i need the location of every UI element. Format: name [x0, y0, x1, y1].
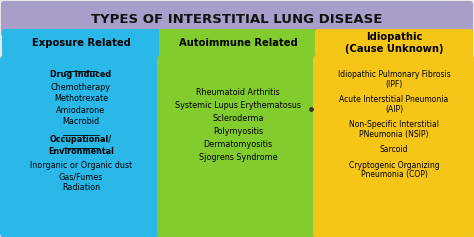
FancyBboxPatch shape [157, 55, 319, 237]
Text: Sarcoid: Sarcoid [380, 145, 408, 154]
Text: Gas/Fumes: Gas/Fumes [59, 172, 103, 181]
Text: Pneumonia (COP): Pneumonia (COP) [361, 170, 428, 179]
Text: Methotrexate: Methotrexate [54, 94, 108, 103]
Text: Non-Specific Interstitial: Non-Specific Interstitial [349, 120, 439, 129]
FancyBboxPatch shape [315, 29, 473, 57]
Text: Sjogrens Syndrome: Sjogrens Syndrome [199, 153, 277, 162]
FancyBboxPatch shape [313, 55, 474, 237]
Text: (AIP): (AIP) [385, 105, 403, 114]
Text: PNeumonia (NSIP): PNeumonia (NSIP) [359, 129, 429, 138]
Text: Acute Interstitial Pneumonia: Acute Interstitial Pneumonia [339, 95, 448, 104]
Text: Dermatomyositis: Dermatomyositis [203, 140, 273, 149]
Text: Drug Induced: Drug Induced [50, 70, 111, 79]
Text: TYPES OF INTERSTITIAL LUNG DISEASE: TYPES OF INTERSTITIAL LUNG DISEASE [91, 13, 383, 26]
Text: Inorganic or Organic dust: Inorganic or Organic dust [30, 160, 132, 169]
FancyBboxPatch shape [0, 55, 162, 237]
Text: Polymyositis: Polymyositis [213, 127, 263, 136]
Text: Occupational/: Occupational/ [50, 135, 112, 143]
Text: Amiodarone: Amiodarone [56, 105, 106, 114]
FancyBboxPatch shape [2, 29, 160, 57]
Text: Idiopathic Pulmonary Fibrosis: Idiopathic Pulmonary Fibrosis [337, 70, 450, 79]
Text: Systemic Lupus Erythematosus: Systemic Lupus Erythematosus [175, 101, 301, 110]
Text: Radiation: Radiation [62, 183, 100, 192]
Text: Macrobid: Macrobid [63, 117, 100, 126]
Text: Exposure Related: Exposure Related [32, 38, 130, 48]
Text: Rheumatoid Arthritis: Rheumatoid Arthritis [196, 88, 280, 97]
Text: Autoimmune Related: Autoimmune Related [179, 38, 297, 48]
Text: (IPF): (IPF) [385, 79, 402, 88]
Text: Cryptogenic Organizing: Cryptogenic Organizing [349, 160, 439, 169]
Text: Chemotherapy: Chemotherapy [51, 82, 111, 91]
Text: Environmental: Environmental [48, 147, 114, 156]
Text: Scleroderma: Scleroderma [212, 114, 264, 123]
Text: Idiopathic
(Cause Unknown): Idiopathic (Cause Unknown) [345, 32, 443, 54]
FancyBboxPatch shape [1, 1, 473, 37]
FancyBboxPatch shape [159, 29, 317, 57]
